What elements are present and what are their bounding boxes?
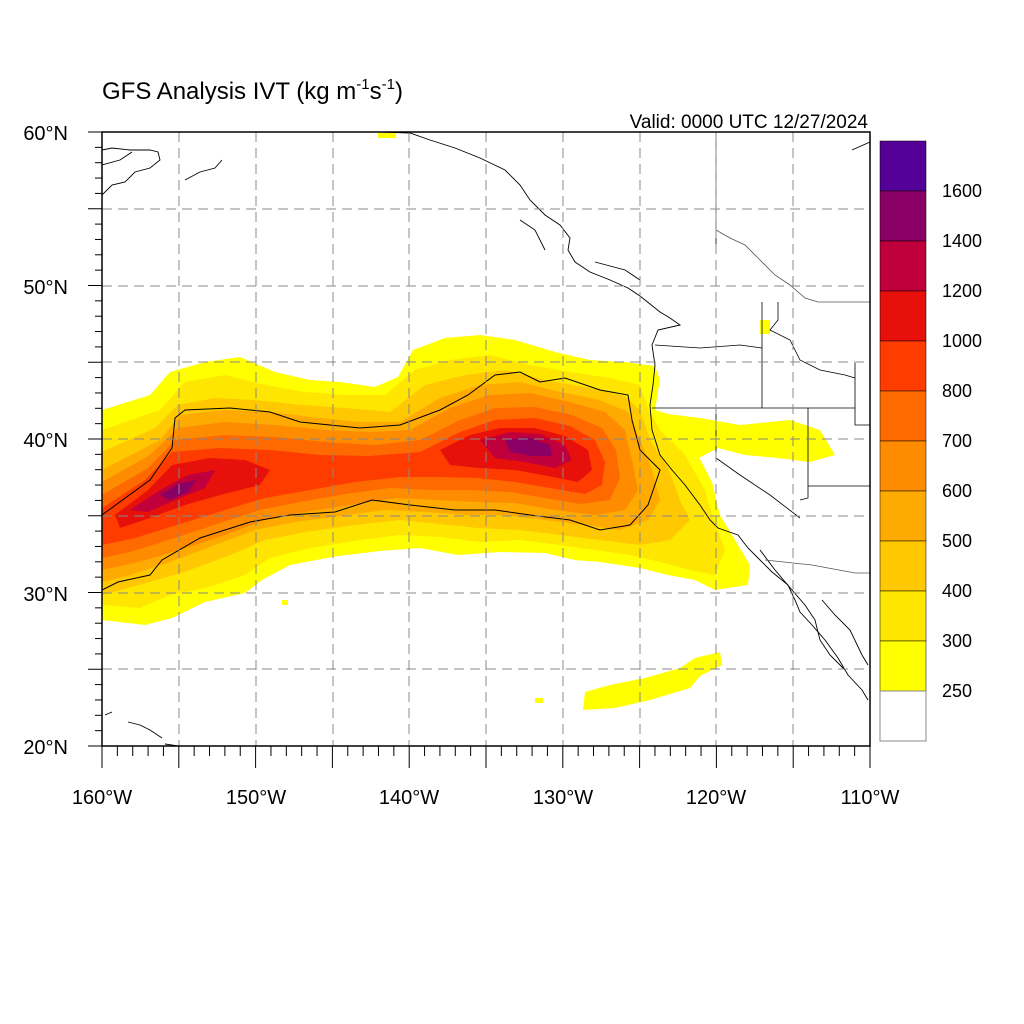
lon-label-160w: 160°W (72, 787, 132, 809)
colorbar-swatch-400 (879, 540, 927, 592)
colorbar-label-700: 700 (942, 431, 972, 451)
colorbar-swatch-1000 (879, 290, 927, 342)
plot-title: GFS Analysis IVT (kg m-1s-1) (102, 76, 403, 105)
colorbar-label-250: 250 (942, 681, 972, 701)
ivt-band-1400 (160, 480, 196, 500)
colorbar-swatch-1600 (879, 140, 927, 192)
lat-label-40: 40°N (23, 430, 68, 452)
valid-time: Valid: 0000 UTC 12/27/2024 (630, 112, 869, 133)
colorbar-swatch-1200 (879, 240, 927, 292)
colorbar-swatch-600 (879, 440, 927, 492)
colorbar-swatch-below (879, 690, 927, 742)
colorbar-label-1000: 1000 (942, 331, 982, 351)
lon-label-110w: 110°W (841, 787, 900, 809)
colorbar-label-800: 800 (942, 381, 972, 401)
lon-label-120w: 120°W (686, 787, 746, 809)
ivt-contour-250 (102, 371, 661, 591)
colorbar-swatch-1400 (879, 190, 927, 242)
colorbar-swatch-500 (879, 490, 927, 542)
political-borders (652, 132, 870, 574)
colorbar-swatch-700 (879, 390, 927, 442)
lon-label-150w: 150°W (226, 787, 286, 809)
colorbar-label-500: 500 (942, 531, 972, 551)
axis-ticks (88, 131, 871, 768)
lat-label-20: 20°N (23, 737, 68, 759)
colorbar: 1600 1400 1200 1000 800 700 600 500 400 300 250 (879, 140, 982, 742)
lat-label-30: 30°N (23, 584, 68, 606)
colorbar-label-600: 600 (942, 481, 972, 501)
colorbar-label-1200: 1200 (942, 281, 982, 301)
graticule (102, 132, 870, 746)
colorbar-label-1400: 1400 (942, 231, 982, 251)
colorbar-swatch-250 (879, 640, 927, 692)
colorbar-label-1600: 1600 (942, 181, 982, 201)
colorbar-swatch-800 (879, 340, 927, 392)
lon-label-130w: 130°W (533, 787, 593, 809)
lat-label-50: 50°N (23, 277, 68, 299)
ivt-band-250-interior (652, 412, 835, 462)
ivt-shading (102, 133, 835, 710)
ivt-band-250-subtropical (583, 652, 722, 710)
lon-label-140w: 140°W (379, 787, 439, 809)
lat-axis: 60°N 50°N 40°N 30°N 20°N (23, 123, 68, 759)
lon-axis: 160°W 150°W 140°W 130°W 120°W 110°W (72, 787, 900, 809)
lat-label-60: 60°N (23, 123, 68, 145)
colorbar-label-300: 300 (942, 631, 972, 651)
colorbar-swatch-300 (879, 590, 927, 642)
colorbar-label-400: 400 (942, 581, 972, 601)
